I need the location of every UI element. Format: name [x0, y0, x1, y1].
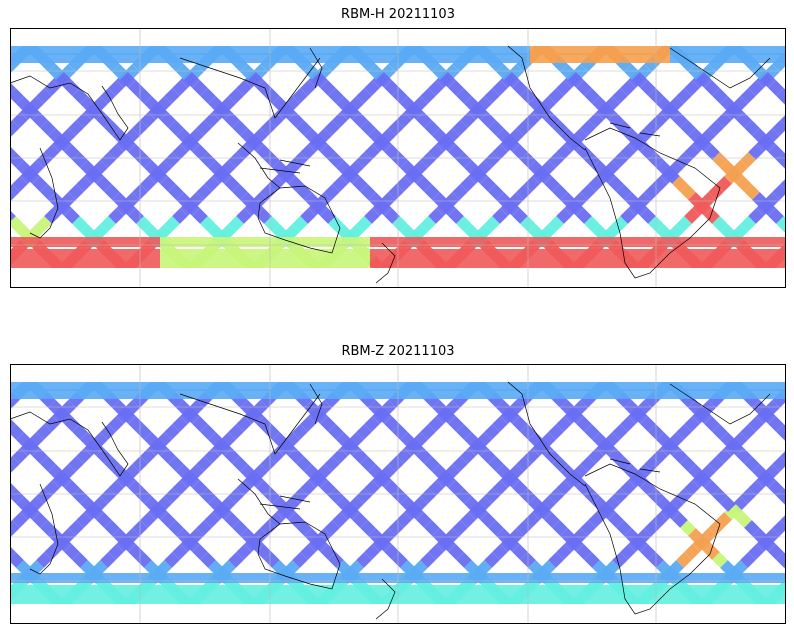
rbm-h-coastline-segment [309, 47, 323, 89]
rbm-h-coastline-segment [375, 242, 396, 284]
rbm-h-coastline-segment [507, 45, 586, 151]
rbm-h-coastline-segment [29, 147, 59, 239]
rbm-h-coastline-segment [257, 185, 341, 254]
rbm-z-gridlines [10, 364, 786, 624]
rbm-z-coastline-segment [584, 463, 721, 615]
panel-title-rbm-h: RBM-H 20211103 [341, 7, 455, 22]
rbm-z-coastline-segment [507, 381, 586, 487]
rbm-h-coastline-segment [259, 159, 311, 174]
rbm-z-map-frame [10, 364, 786, 624]
rbm-z-coastline-segment [375, 578, 396, 620]
rbm-z-swath-layer [10, 382, 786, 604]
rbm-h-coastline-segment [609, 122, 661, 137]
rbm-z-coastline-segment [669, 383, 771, 425]
rbm-z-coastline-segment [309, 383, 323, 425]
rbm-z-coastline-segment [29, 483, 59, 575]
rbm-z-coastline-segment [609, 458, 661, 473]
rbm-z-coastline-segment [179, 393, 321, 455]
rbm-z-coastline-segment [259, 495, 311, 510]
rbm-h-coastline-segment [179, 57, 321, 119]
rbm-z-coastlines [10, 381, 771, 620]
map-panel-rbm-z [10, 364, 786, 624]
rbm-z-coastline-segment [257, 521, 341, 590]
rbm-z-coastline-segment [10, 411, 129, 477]
rbm-h-map-frame [10, 28, 786, 288]
rbm-h-coastlines [10, 45, 771, 284]
rbm-h-swath-layer [10, 46, 786, 268]
map-panel-rbm-h [10, 28, 786, 288]
rbm-h-coastline-segment [10, 75, 129, 141]
panel-title-rbm-z: RBM-Z 20211103 [341, 344, 455, 359]
rbm-h-coastline-segment [584, 127, 721, 279]
rbm-h-coastline-segment [669, 47, 771, 89]
rbm-h-gridlines [10, 28, 786, 288]
